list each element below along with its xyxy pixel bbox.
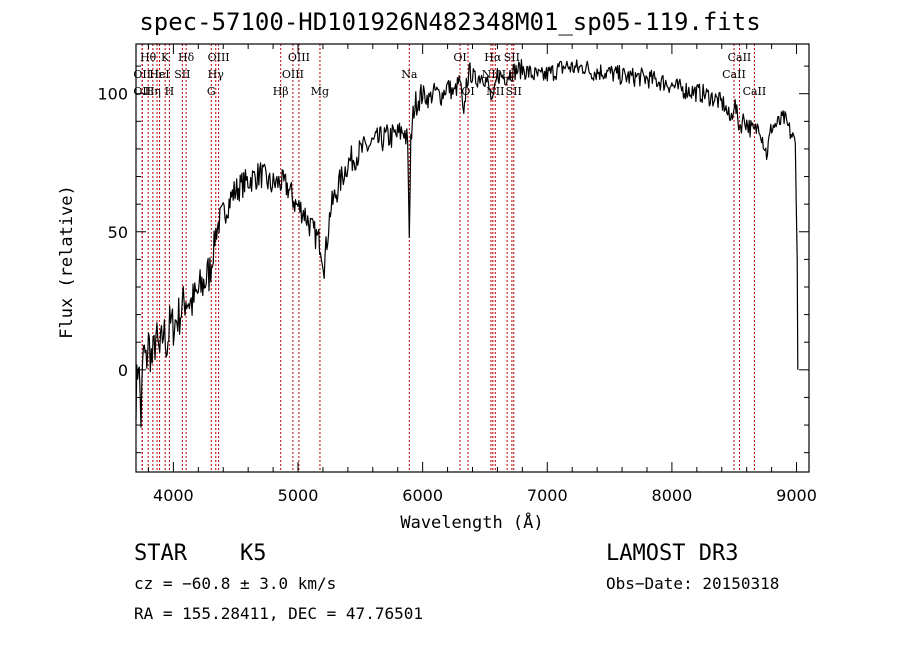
- x-tick-label: 8000: [652, 486, 693, 505]
- line-label-5: HeI: [149, 68, 169, 81]
- line-label-25: SII: [506, 85, 522, 98]
- line-label-24: SII: [504, 51, 520, 64]
- line-label-19: OI: [461, 85, 474, 98]
- line-label-2: Hθ: [140, 51, 157, 64]
- line-label-9: Hδ: [178, 51, 195, 64]
- observation-date: Obs−Date: 20150318: [606, 574, 780, 593]
- x-tick-label: 7000: [527, 486, 568, 505]
- line-label-21: Hα: [484, 51, 502, 64]
- line-label-13: Hβ: [273, 85, 289, 98]
- x-tick-label: 4000: [153, 486, 194, 505]
- line-label-6: K: [161, 51, 170, 64]
- object-class: K5: [240, 541, 267, 566]
- line-label-14: OIII: [282, 68, 304, 81]
- coordinates: RA = 155.28411, DEC = 47.76501: [134, 604, 423, 623]
- line-label-28: CaII: [743, 85, 767, 98]
- y-axis-label: Flux (relative): [57, 185, 77, 339]
- line-label-10: G: [207, 85, 216, 98]
- line-markers: [141, 44, 755, 472]
- y-tick-label: 100: [97, 85, 128, 104]
- line-label-18: OI: [453, 51, 466, 64]
- line-label-3: Hη: [145, 85, 161, 98]
- line-label-17: Na: [401, 68, 418, 81]
- y-tick-label: 0: [118, 361, 128, 380]
- x-tick-label: 9000: [776, 486, 817, 505]
- line-label-0: OII: [133, 68, 151, 81]
- line-label-16: Mg: [311, 85, 329, 98]
- object-type: STAR: [134, 541, 187, 566]
- spectrum-series-line: [135, 59, 799, 428]
- line-label-27: CaII: [728, 51, 752, 64]
- survey-name: LAMOST DR3: [606, 541, 739, 566]
- line-label-26: CaII: [722, 68, 746, 81]
- line-label-1: OII: [133, 85, 151, 98]
- line-label-11: Hγ: [208, 68, 225, 81]
- line-label-23: Li: [502, 68, 513, 81]
- line-label-8: SII: [174, 68, 190, 81]
- redshift-velocity: cz = −60.8 ± 3.0 km/s: [134, 574, 337, 593]
- x-axis: 4000 5000 6000 7000 8000 9000: [147, 44, 817, 505]
- line-label-4: Hε: [149, 68, 165, 81]
- line-label-12: OIII: [208, 51, 230, 64]
- line-label-15: OIII: [288, 51, 310, 64]
- x-axis-label: Wavelength (Å): [400, 511, 543, 533]
- x-tick-label: 5000: [278, 486, 319, 505]
- x-tick-label: 6000: [402, 486, 443, 505]
- chart-title: spec-57100-HD101926N482348M01_sp05-119.f…: [139, 8, 761, 36]
- line-label-7: H: [165, 85, 175, 98]
- y-tick-label: 50: [108, 223, 128, 242]
- y-axis: 0 50 100: [97, 65, 809, 454]
- plot-frame: [135, 43, 810, 473]
